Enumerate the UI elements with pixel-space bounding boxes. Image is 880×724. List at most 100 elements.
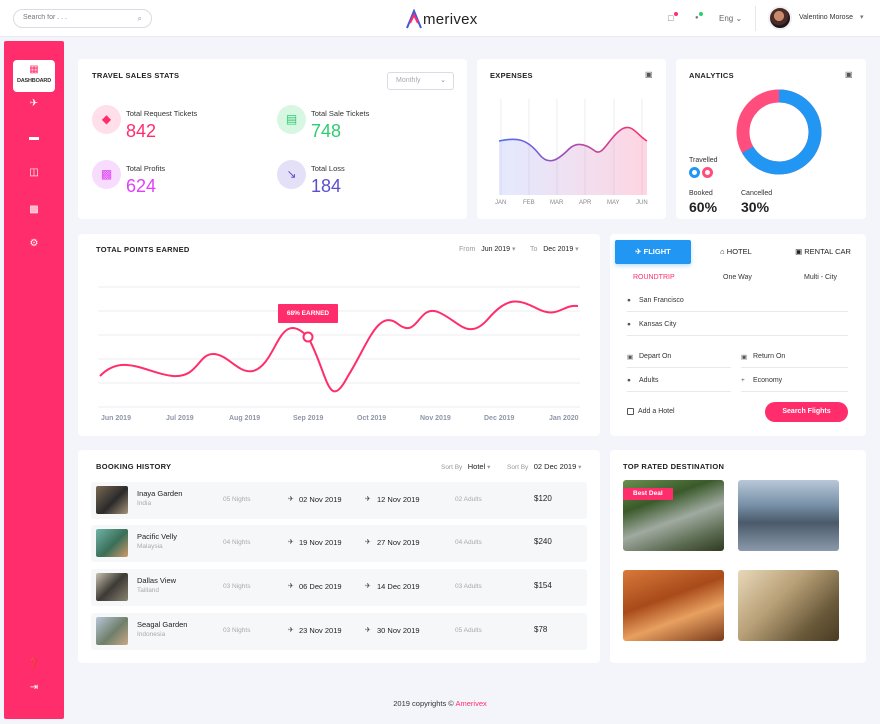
points-line <box>99 300 579 393</box>
messages-icon[interactable]: ● <box>695 15 699 21</box>
ticket-icon[interactable]: ▩ <box>29 204 39 215</box>
tab-hotel[interactable]: ⌂ HOTEL <box>698 240 774 264</box>
tab-flight[interactable]: ✈ FLIGHT <box>615 240 691 264</box>
month-label: FEB <box>523 200 535 206</box>
booked-value: 60% <box>689 199 718 215</box>
return-field[interactable]: ▣ Return On <box>741 352 848 368</box>
user-name[interactable]: Valentino Morose <box>799 14 853 21</box>
calendar-icon: ▣ <box>627 354 634 361</box>
user-menu-caret-icon[interactable]: ▾ <box>860 14 864 21</box>
month-label: Dec 2019 <box>484 415 515 422</box>
card-title: TRAVEL SALES STATS <box>92 71 180 80</box>
logout-icon[interactable]: ⇥ <box>29 682 39 693</box>
people-icon: ● <box>627 377 631 384</box>
notifications-icon[interactable]: □ <box>668 13 674 23</box>
hotel-country: Indonesia <box>137 631 166 638</box>
search-icon[interactable]: ⌕ <box>137 14 142 23</box>
period-select[interactable]: Monthly ⌄ <box>387 72 454 90</box>
month-label: JAN <box>495 200 507 206</box>
notification-dot <box>674 12 678 16</box>
card-title: BOOKING HISTORY <box>96 462 172 471</box>
help-icon[interactable]: ❓ <box>27 659 41 670</box>
cancelled-label: Cancelled <box>741 190 773 197</box>
depart-date: 02 Nov 2019 <box>299 495 342 504</box>
table-row[interactable]: Pacific Velly Malaysia 04 Nights ✈ 19 No… <box>91 525 587 562</box>
trip-one-way[interactable]: One Way <box>723 274 752 281</box>
nights: 03 Nights <box>223 627 251 634</box>
calendar-icon[interactable]: ▣ <box>845 70 853 79</box>
from-filter[interactable]: From Jun 2019 ▾ <box>459 245 515 253</box>
divider <box>755 6 756 31</box>
adults: 03 Adults <box>455 583 482 590</box>
table-row[interactable]: Dallas View Tailland 03 Nights ✈ 06 Dec … <box>91 569 587 606</box>
plane-icon[interactable]: ✈ <box>29 98 39 109</box>
month-label: Jul 2019 <box>166 415 194 422</box>
stat-label: Total Loss <box>311 164 345 173</box>
table-row[interactable]: Inaya Garden India 05 Nights ✈ 02 Nov 20… <box>91 482 587 519</box>
destination-photo[interactable] <box>738 570 839 641</box>
takeoff-icon: ✈ <box>288 627 294 634</box>
donut-booked-segment <box>736 89 822 175</box>
sidebar-item-dashboard[interactable]: ▦ DASHBOARD <box>13 60 55 92</box>
class-label: Economy <box>753 377 783 384</box>
footer-brand-link[interactable]: Amerivex <box>455 699 487 708</box>
ticket-icon: ◆ <box>92 105 121 134</box>
analytics-card: ANALYTICS ▣ Travelled Booked 60% Cancell… <box>676 59 866 219</box>
avatar[interactable] <box>768 6 792 30</box>
adults-field[interactable]: ● Adults <box>627 376 731 392</box>
price: $120 <box>534 494 552 503</box>
destination-photo[interactable] <box>738 480 839 551</box>
search-flights-button[interactable]: Search Flights <box>765 402 848 422</box>
month-label: APR <box>579 200 592 206</box>
class-field[interactable]: + Economy <box>741 376 848 392</box>
destination-photo[interactable]: Best Deal <box>623 480 724 551</box>
hotel-name: Seagal Garden <box>137 620 188 629</box>
depart-date: 23 Nov 2019 <box>299 626 342 635</box>
stat-value: 748 <box>311 121 342 141</box>
tab-rental-car[interactable]: ▣ RENTAL CAR <box>784 240 862 264</box>
sort-date[interactable]: Sort By 02 Dec 2019 ▾ <box>507 462 581 471</box>
gear-icon[interactable]: ⚙ <box>29 238 39 249</box>
travel-sales-card: TRAVEL SALES STATS Monthly ⌄ ◆ Total Req… <box>78 59 467 219</box>
hotel-name: Pacific Velly <box>137 532 178 541</box>
analytics-donut <box>736 89 822 175</box>
sort-hotel[interactable]: Sort By Hotel ▾ <box>441 462 490 471</box>
bed-icon[interactable]: ▬ <box>29 132 39 143</box>
tab-label: HOTEL <box>726 247 752 256</box>
month-label: JUN <box>636 200 648 206</box>
sort-value: Hotel <box>467 462 486 471</box>
brand-logo[interactable]: merivex <box>405 8 478 30</box>
brand-name: merivex <box>423 10 478 28</box>
search-input[interactable] <box>23 14 123 21</box>
legend-cancelled-marker <box>702 167 713 178</box>
to-value: Dec 2019 <box>543 246 574 253</box>
tab-label: RENTAL CAR <box>804 247 851 256</box>
language-label: Eng <box>719 14 734 23</box>
trip-multi-city[interactable]: Multi - City <box>804 274 838 281</box>
points-chart <box>98 286 580 408</box>
search-box[interactable]: ⌕ <box>13 9 152 28</box>
destination-photo[interactable] <box>623 570 724 641</box>
highlight-point[interactable] <box>302 331 314 343</box>
from-city-field[interactable]: ● San Francisco <box>627 296 848 312</box>
depart-field[interactable]: ▣ Depart On <box>627 352 731 368</box>
trip-roundtrip[interactable]: ROUNDTRIP <box>633 274 675 281</box>
sort-value: 02 Dec 2019 <box>533 462 577 471</box>
location-pin-icon: ● <box>627 297 631 304</box>
to-filter[interactable]: To Dec 2019 ▾ <box>530 245 579 253</box>
stat-value: 184 <box>311 176 342 196</box>
language-select[interactable]: Eng ⌄ <box>719 14 742 23</box>
add-hotel-checkbox[interactable] <box>627 408 634 415</box>
hotel-name: Inaya Garden <box>137 489 183 498</box>
month-label: Oct 2019 <box>357 415 387 422</box>
price: $154 <box>534 581 552 590</box>
calendar-icon[interactable]: ▣ <box>645 70 653 79</box>
arrive-date: 30 Nov 2019 <box>377 626 420 635</box>
book-icon[interactable]: ◫ <box>29 167 39 178</box>
to-city-field[interactable]: ● Kansas City <box>627 320 848 336</box>
table-row[interactable]: Seagal Garden Indonesia 03 Nights ✈ 23 N… <box>91 613 587 650</box>
earned-badge: 68% EARNED <box>278 304 338 323</box>
nights: 05 Nights <box>223 496 251 503</box>
points-card: TOTAL POINTS EARNED From Jun 2019 ▾ To D… <box>78 234 600 436</box>
tab-label: FLIGHT <box>643 247 671 256</box>
